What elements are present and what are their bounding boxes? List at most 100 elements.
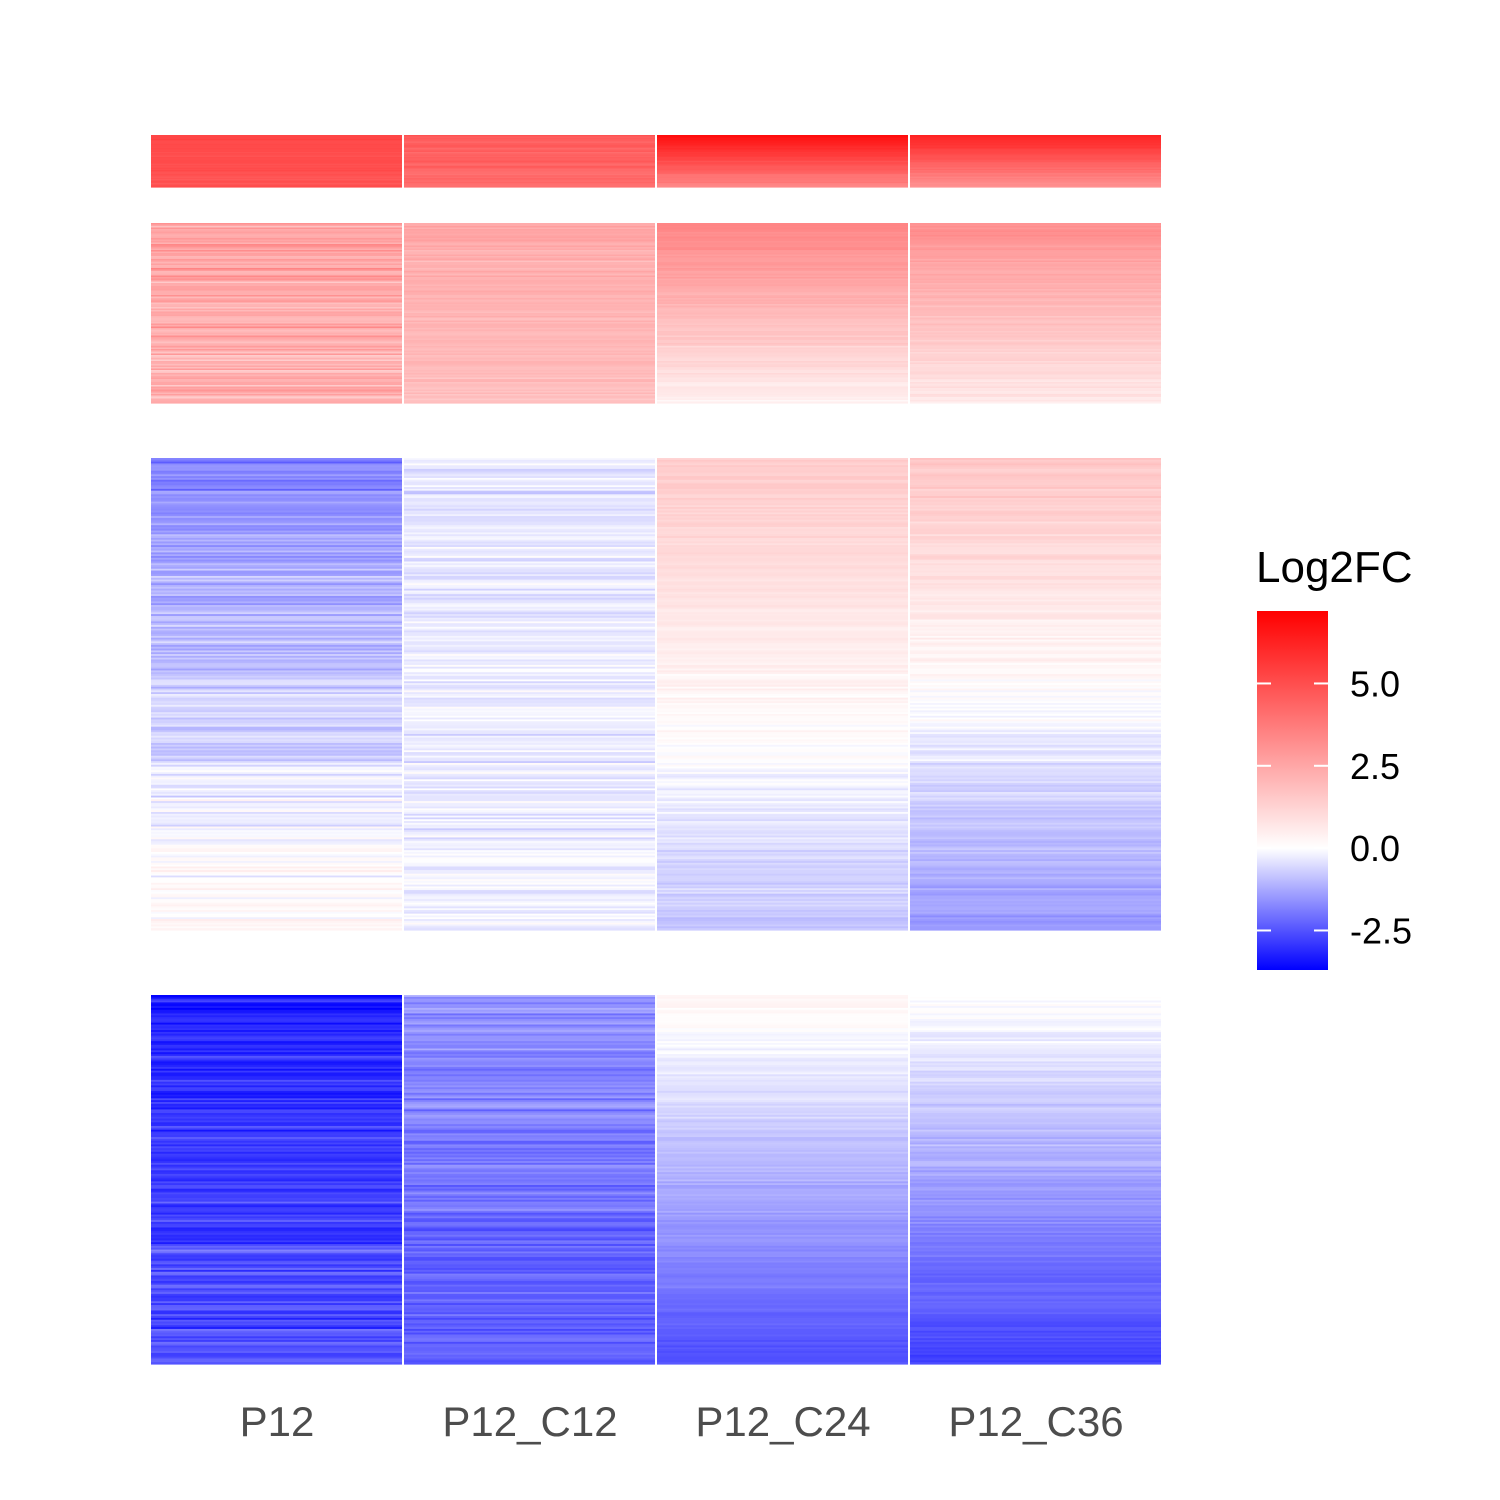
heatmap-cell	[404, 1201, 655, 1205]
heatmap-cell	[910, 561, 1161, 564]
heatmap-cell	[404, 1314, 655, 1317]
heatmap-cell	[151, 389, 402, 392]
heatmap-cell	[404, 922, 655, 926]
heatmap-cell	[657, 893, 908, 897]
heatmap-cell	[910, 576, 1161, 579]
heatmap-cell	[151, 795, 402, 799]
heatmap-cell	[404, 184, 655, 187]
heatmap-cell	[657, 386, 908, 389]
heatmap-cell	[151, 1247, 402, 1251]
heatmap-cell	[404, 1332, 655, 1336]
heatmap-cell	[910, 301, 1161, 304]
heatmap-cell	[404, 919, 655, 922]
heatmap-cell	[910, 1282, 1161, 1286]
heatmap-cell	[910, 400, 1161, 403]
heatmap-cell	[910, 619, 1161, 622]
heatmap-cell	[151, 779, 402, 782]
heatmap-cell	[151, 305, 402, 308]
heatmap-cell	[404, 1227, 655, 1230]
heatmap-cell	[151, 1325, 402, 1328]
heatmap-cell	[657, 401, 908, 404]
heatmap-cell	[910, 140, 1161, 143]
heatmap-cell	[657, 612, 908, 615]
heatmap-cell	[657, 488, 908, 492]
heatmap-cell	[910, 138, 1161, 141]
heatmap-cell	[151, 663, 402, 666]
heatmap-cell	[657, 299, 908, 302]
heatmap-cell	[657, 1260, 908, 1264]
heatmap-cell	[657, 902, 908, 906]
heatmap-cell	[910, 792, 1161, 795]
heatmap-cell	[910, 180, 1161, 183]
heatmap-cell	[910, 822, 1161, 826]
heatmap-cell	[151, 1362, 402, 1365]
heatmap-cell	[657, 286, 908, 289]
heatmap-cell	[404, 594, 655, 597]
heatmap-cell	[404, 574, 655, 577]
heatmap-cell	[657, 1209, 908, 1212]
heatmap-cell	[910, 659, 1161, 662]
heatmap-cell	[404, 861, 655, 864]
heatmap-cell	[657, 328, 908, 331]
heatmap-cell	[910, 761, 1161, 764]
heatmap-cell	[151, 142, 402, 145]
heatmap-cell	[657, 1203, 908, 1206]
heatmap-cell	[657, 726, 908, 730]
heatmap-cell	[657, 996, 908, 1000]
heatmap-cell	[404, 499, 655, 503]
heatmap-cell	[151, 704, 402, 708]
heatmap-cell	[910, 1297, 1161, 1301]
heatmap-cell	[657, 1083, 908, 1086]
heatmap-cell	[910, 154, 1161, 157]
heatmap-cell	[657, 373, 908, 376]
heatmap-cell	[910, 328, 1161, 331]
heatmap-cell	[404, 866, 655, 869]
heatmap-cell	[657, 566, 908, 570]
heatmap-cell	[657, 519, 908, 523]
heatmap-cell	[404, 1135, 655, 1138]
heatmap-cell	[151, 474, 402, 477]
heatmap-cell	[910, 597, 1161, 601]
heatmap-cell	[151, 1175, 402, 1179]
heatmap-cell	[657, 365, 908, 368]
heatmap-cell	[657, 1319, 908, 1323]
heatmap-cell	[151, 635, 402, 639]
heatmap-cell	[910, 928, 1161, 931]
heatmap-cell	[151, 772, 402, 775]
heatmap-cell	[910, 1020, 1161, 1024]
heatmap-cell	[657, 289, 908, 292]
heatmap-cell	[404, 171, 655, 174]
heatmap-cell	[404, 1124, 655, 1127]
heatmap-cell	[910, 1114, 1161, 1118]
heatmap-cell	[657, 708, 908, 711]
heatmap-cell	[404, 299, 655, 302]
heatmap-cell	[910, 1273, 1161, 1277]
heatmap-cell	[910, 322, 1161, 325]
heatmap-cell	[151, 1323, 402, 1326]
heatmap-cell	[910, 1343, 1161, 1347]
heatmap-cell	[151, 532, 402, 535]
heatmap-cell	[404, 659, 655, 662]
heatmap-cell	[151, 1244, 402, 1247]
heatmap-cell	[404, 1159, 655, 1162]
heatmap-cell	[404, 388, 655, 391]
heatmap-cell	[910, 1173, 1161, 1177]
heatmap-cell	[151, 380, 402, 383]
heatmap-cell	[657, 619, 908, 622]
heatmap-cell	[404, 1116, 655, 1120]
heatmap-cell	[151, 1173, 402, 1177]
heatmap-cell	[910, 1102, 1161, 1105]
heatmap-cell	[657, 1303, 908, 1306]
heatmap-cell	[657, 1328, 908, 1332]
heatmap-cell	[910, 1301, 1161, 1304]
heatmap-cell	[657, 802, 908, 806]
heatmap-cell	[151, 293, 402, 296]
heatmap-cell	[910, 770, 1161, 773]
heatmap-cell	[151, 1015, 402, 1018]
heatmap-cell	[657, 833, 908, 837]
heatmap-cell	[404, 353, 655, 356]
heatmap-cell	[910, 289, 1161, 292]
heatmap-cell	[657, 882, 908, 886]
heatmap-cell	[151, 1286, 402, 1289]
heatmap-cell	[404, 664, 655, 668]
